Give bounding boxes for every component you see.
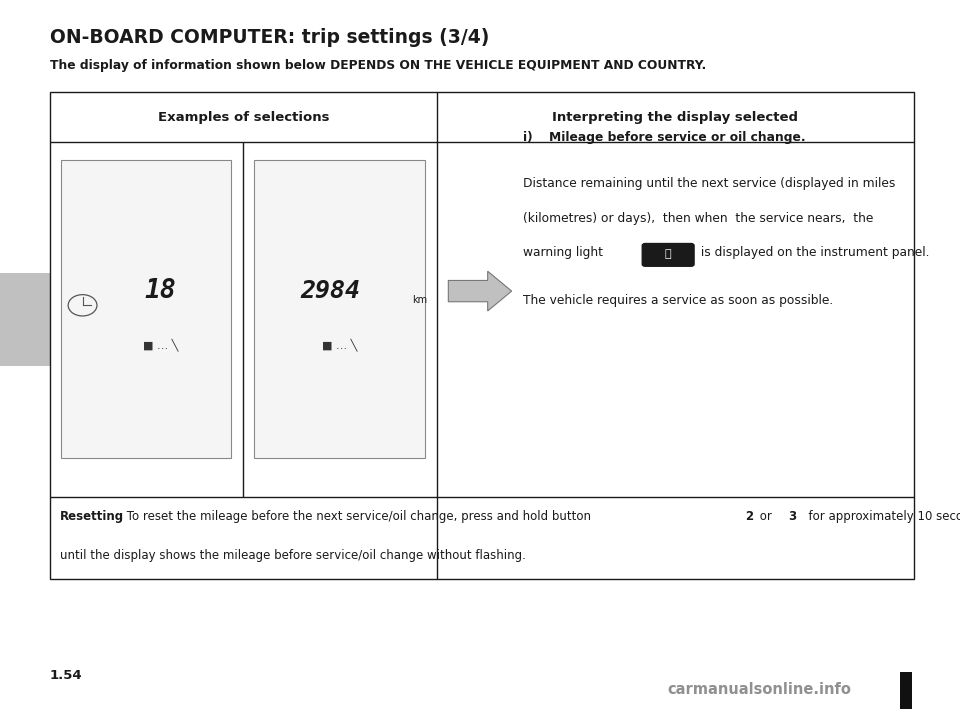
Text: carmanualsonline.info: carmanualsonline.info: [667, 682, 852, 697]
Bar: [254, 160, 425, 458]
Text: Resetting: Resetting: [60, 510, 124, 523]
Text: Interpreting the display selected: Interpreting the display selected: [552, 111, 799, 124]
Text: Examples of selections: Examples of selections: [157, 111, 329, 124]
Text: i): i): [523, 131, 541, 144]
Text: The vehicle requires a service as soon as possible.: The vehicle requires a service as soon a…: [523, 294, 833, 307]
Text: ■ … ╲: ■ … ╲: [323, 338, 357, 351]
Bar: [61, 160, 231, 458]
Text: (kilometres) or days),  then when  the service nears,  the: (kilometres) or days), then when the ser…: [523, 212, 874, 224]
Text: until the display shows the mileage before service/oil change without flashing.: until the display shows the mileage befo…: [60, 549, 525, 562]
Text: for approximately 10 seconds: for approximately 10 seconds: [801, 510, 960, 523]
Text: warning light: warning light: [523, 246, 607, 258]
Bar: [50, 92, 914, 579]
Text: km: km: [412, 295, 427, 305]
Text: ■ … ╲: ■ … ╲: [143, 338, 179, 351]
Bar: [900, 672, 912, 709]
Text: is displayed on the instrument panel.: is displayed on the instrument panel.: [697, 246, 929, 258]
Bar: [0, 273, 50, 366]
Text: ON-BOARD COMPUTER: trip settings (3/4): ON-BOARD COMPUTER: trip settings (3/4): [50, 28, 490, 48]
Text: 3: 3: [788, 510, 796, 523]
Text: 1.54: 1.54: [50, 669, 83, 682]
Text: The display of information shown below DEPENDS ON THE VEHICLE EQUIPMENT AND COUN: The display of information shown below D…: [50, 59, 707, 72]
Text: 2: 2: [745, 510, 753, 523]
FancyBboxPatch shape: [642, 244, 694, 266]
Text: : To reset the mileage before the next service/oil change, press and hold button: : To reset the mileage before the next s…: [119, 510, 595, 523]
Text: Distance remaining until the next service (displayed in miles: Distance remaining until the next servic…: [523, 178, 896, 190]
Text: or: or: [756, 510, 776, 523]
Text: ⚿: ⚿: [665, 249, 671, 259]
Polygon shape: [448, 271, 512, 311]
Text: 2984: 2984: [300, 279, 360, 303]
Text: Mileage before service or oil change.: Mileage before service or oil change.: [549, 131, 805, 144]
Text: 18: 18: [145, 278, 177, 304]
